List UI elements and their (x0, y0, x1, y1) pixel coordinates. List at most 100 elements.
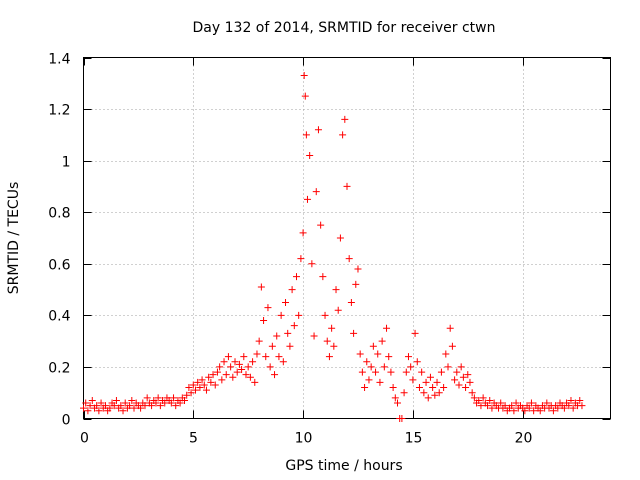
data-point (413, 358, 421, 366)
data-point (251, 378, 259, 386)
data-point (211, 381, 219, 389)
data-point (345, 255, 353, 263)
data-point (429, 384, 437, 392)
data-point (148, 402, 156, 410)
data-point (264, 304, 272, 312)
y-axis-label: SRMTID / TECUs (6, 182, 22, 295)
data-point (451, 376, 459, 384)
data-point (314, 126, 322, 134)
data-point (176, 399, 184, 407)
grid-lines (83, 57, 611, 419)
data-point (336, 234, 344, 242)
data-point (339, 131, 347, 139)
chart-title: Day 132 of 2014, SRMTID for receiver ctw… (193, 20, 496, 36)
data-point (369, 342, 377, 350)
y-tick-label: 0.2 (48, 361, 70, 377)
data-point (246, 373, 254, 381)
data-point (152, 399, 160, 407)
data-point (235, 360, 243, 368)
data-point (288, 286, 296, 294)
data-point (271, 371, 279, 379)
data-point (244, 363, 252, 371)
data-point (117, 402, 125, 410)
data-point (530, 407, 538, 415)
data-point (279, 358, 287, 366)
data-point (407, 363, 415, 371)
data-point (442, 350, 450, 358)
data-point (299, 229, 307, 237)
data-point (255, 337, 263, 345)
data-point (286, 342, 294, 350)
data-point (233, 368, 241, 376)
data-point (484, 402, 492, 410)
y-tick-label: 1.4 (48, 52, 70, 68)
data-point (527, 399, 535, 407)
data-point (361, 384, 369, 392)
data-point (549, 407, 557, 415)
data-point (253, 350, 261, 358)
data-point (385, 353, 393, 361)
data-point (205, 373, 213, 381)
data-point (143, 394, 151, 402)
data-point (209, 371, 217, 379)
x-tick-label: 20 (515, 431, 533, 447)
data-point (389, 384, 397, 392)
data-point (200, 381, 208, 389)
data-point (433, 378, 441, 386)
data-point (409, 376, 417, 384)
data-point (216, 363, 224, 371)
data-point (466, 378, 474, 386)
data-point (440, 384, 448, 392)
data-point (569, 404, 577, 412)
data-point (191, 386, 199, 394)
data-point (358, 368, 366, 376)
data-point (536, 407, 544, 415)
data-points (80, 72, 586, 422)
data-point (119, 407, 127, 415)
data-point (415, 384, 423, 392)
data-point (400, 389, 408, 397)
data-point (220, 358, 228, 366)
data-point (302, 131, 310, 139)
data-point (224, 353, 232, 361)
data-point (446, 324, 454, 332)
y-tick-label: 0.8 (48, 206, 70, 222)
data-point (508, 402, 516, 410)
data-point (227, 363, 235, 371)
data-point (86, 402, 94, 410)
data-point (202, 386, 210, 394)
data-point (183, 391, 191, 399)
data-point (328, 324, 336, 332)
data-point (365, 376, 373, 384)
data-point (457, 363, 465, 371)
data-point (424, 394, 432, 402)
x-tick-label: 15 (405, 431, 423, 447)
data-point (242, 371, 250, 379)
data-point (576, 396, 584, 404)
data-point (213, 368, 221, 376)
data-point (468, 389, 476, 397)
data-point (383, 324, 391, 332)
data-point (137, 404, 145, 412)
data-point (418, 368, 426, 376)
y-tick-labels: 0 0.2 0.4 0.6 0.8 1 1.2 1.4 (48, 52, 70, 429)
data-point (170, 394, 178, 402)
data-point (260, 317, 268, 325)
data-point (477, 402, 485, 410)
axis-ticks (83, 57, 611, 420)
data-point (319, 273, 327, 281)
data-point (422, 378, 430, 386)
data-point (501, 402, 509, 410)
data-point (266, 363, 274, 371)
data-point (194, 378, 202, 386)
data-point (380, 363, 388, 371)
data-point (297, 255, 305, 263)
data-point (141, 402, 149, 410)
data-point (444, 363, 452, 371)
data-point (97, 399, 105, 407)
data-point (543, 399, 551, 407)
data-point (459, 373, 467, 381)
data-point (448, 342, 456, 350)
x-axis-label: GPS time / hours (285, 458, 402, 474)
